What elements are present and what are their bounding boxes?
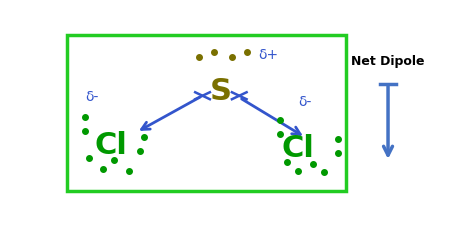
Text: S: S: [210, 77, 232, 106]
Text: Net Dipole: Net Dipole: [351, 55, 425, 68]
Text: δ+: δ+: [259, 48, 279, 62]
Text: δ-: δ-: [299, 94, 312, 108]
Text: Cl: Cl: [282, 134, 314, 163]
Text: Cl: Cl: [94, 130, 127, 159]
FancyBboxPatch shape: [66, 36, 346, 192]
Text: δ-: δ-: [86, 89, 99, 103]
